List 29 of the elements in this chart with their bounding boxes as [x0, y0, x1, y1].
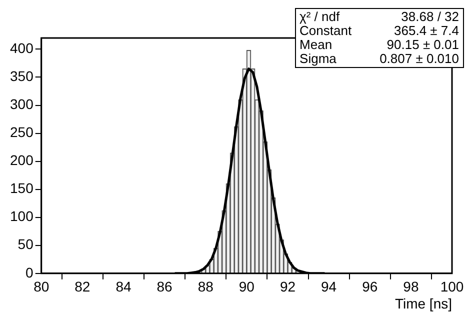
y-tick-label: 350	[10, 68, 34, 84]
annotation: 0.807 ± 0.010	[380, 51, 459, 66]
y-tick-label: 400	[10, 40, 34, 56]
y-tick-label: 250	[10, 124, 34, 140]
y-tick-label: 300	[10, 96, 34, 112]
text: 38.68 / 32	[400, 9, 459, 24]
annotation: Sigma	[300, 51, 338, 66]
annotation: 90.15 ± 0.01	[386, 37, 459, 52]
x-tick-label: 98	[403, 278, 419, 295]
x-axis-title: Time [ns]	[394, 295, 452, 312]
annotation: Mean	[300, 37, 334, 52]
x-tick-label: 84	[116, 278, 132, 295]
x-tick-label: 80	[34, 278, 50, 295]
y-tick-label: 150	[10, 180, 34, 196]
y-tick-label: 50	[18, 236, 34, 252]
y-tick-label: 200	[10, 152, 34, 168]
x-tick-label: 86	[156, 278, 173, 295]
y-tick-label: 100	[10, 208, 34, 224]
x-tick-label: 100	[440, 278, 464, 295]
x-tick-label: 92	[280, 278, 296, 295]
annotation: 365.4 ± 7.4	[393, 23, 459, 38]
text: χ² / ndf	[300, 9, 341, 24]
annotation: Constant	[300, 23, 352, 38]
x-tick-label: 88	[198, 278, 214, 295]
x-tick-label: 90	[238, 278, 255, 295]
x-tick-label: 94	[321, 278, 337, 295]
y-tick-label: 0	[26, 264, 34, 280]
x-tick-label: 96	[362, 278, 378, 295]
x-tick-label: 82	[74, 278, 90, 295]
